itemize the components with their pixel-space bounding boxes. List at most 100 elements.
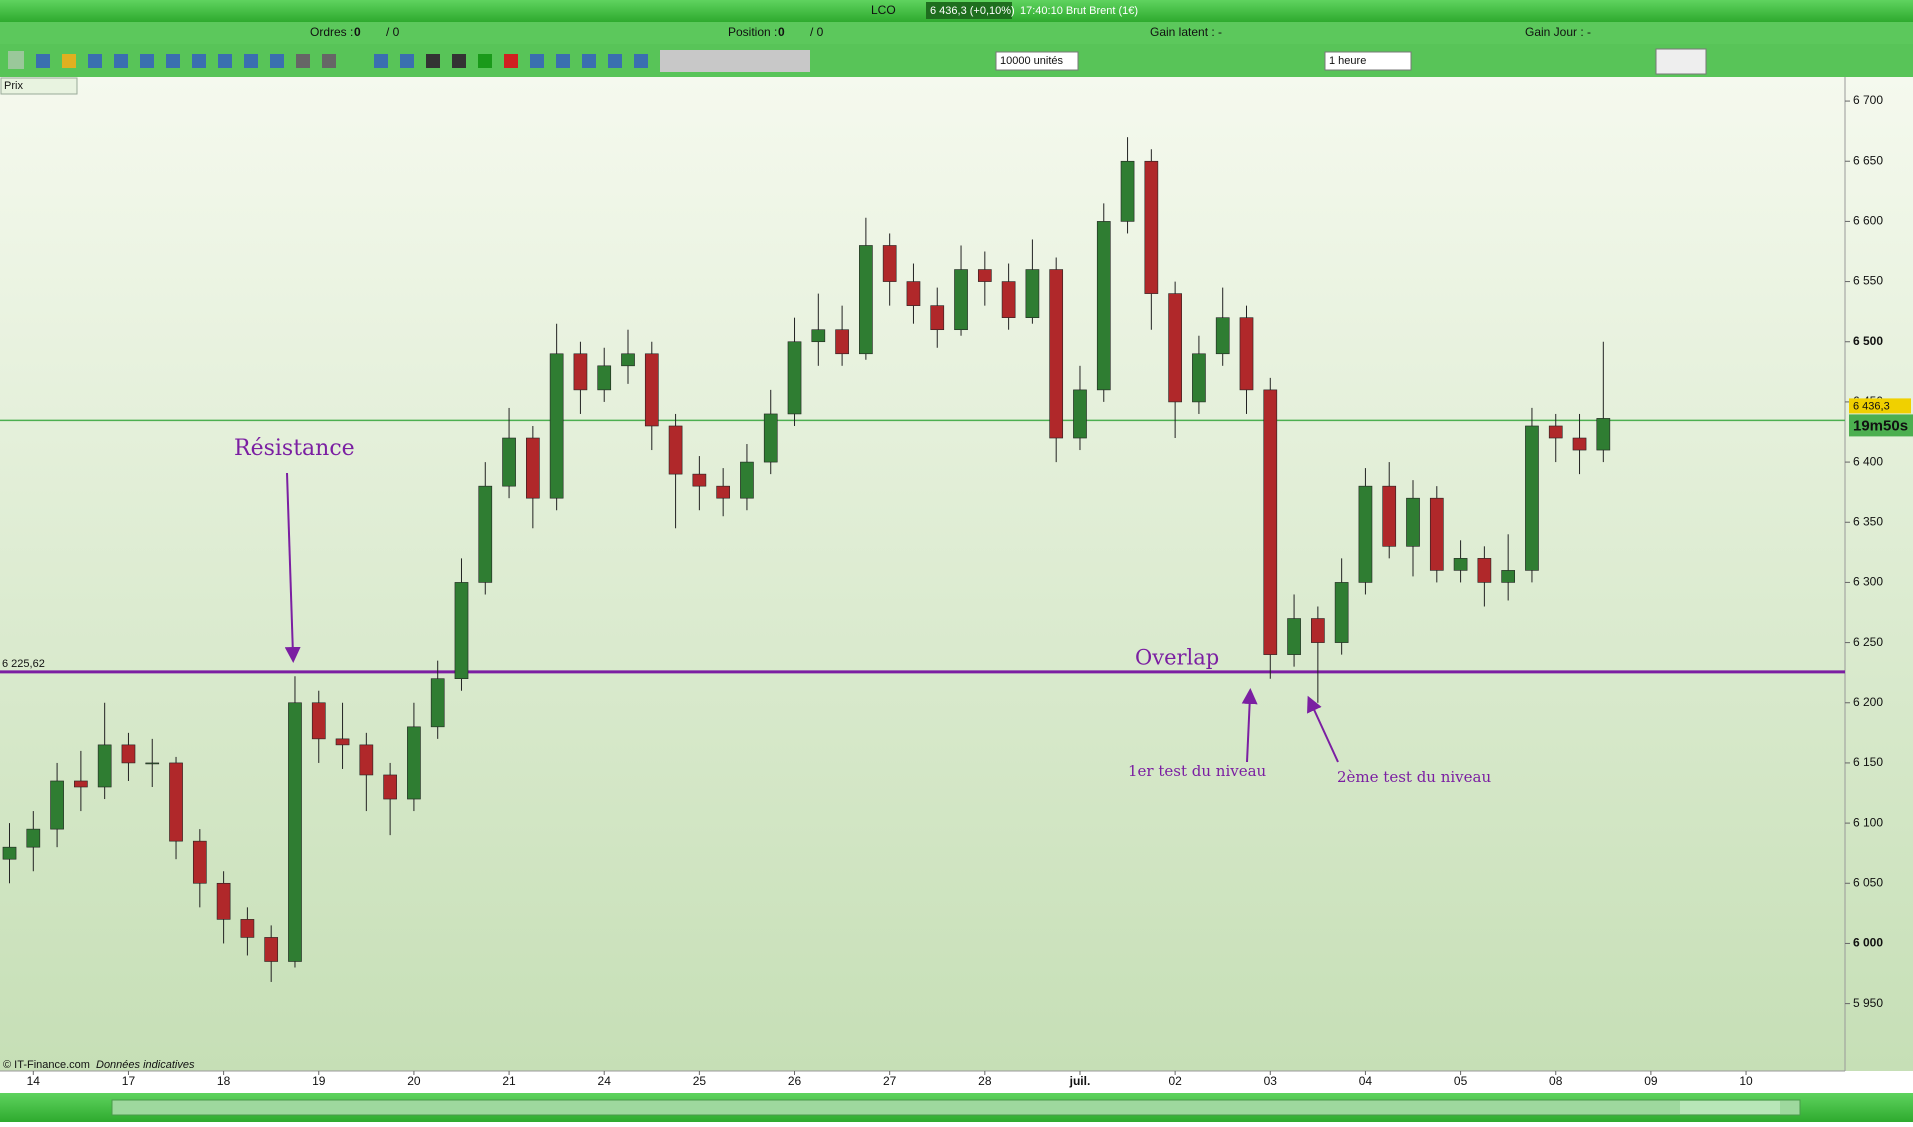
- quote: 6 436,3 (+0,10%): [930, 5, 1015, 17]
- gain-latent: Gain latent : -: [1150, 25, 1222, 39]
- candle-body: [264, 937, 279, 962]
- candle-body: [74, 780, 88, 788]
- x-tick-label: 26: [788, 1074, 802, 1088]
- candle-body: [1049, 269, 1064, 439]
- candle-body: [668, 425, 683, 475]
- chart-background: [0, 77, 1913, 1071]
- x-tick-label: 05: [1454, 1074, 1468, 1088]
- candle-body: [692, 473, 707, 487]
- candle-body: [930, 305, 945, 331]
- candle-body: [1406, 497, 1420, 547]
- y-tick-label: 6 500: [1853, 334, 1883, 348]
- position-total: / 0: [810, 25, 824, 39]
- x-tick-label: 24: [598, 1074, 612, 1088]
- orders-total: / 0: [386, 25, 400, 39]
- candle-body: [169, 762, 183, 842]
- symbol[interactable]: LCO: [871, 3, 896, 17]
- period: 1 heure: [1329, 55, 1366, 67]
- y-tick-label: 6 250: [1853, 635, 1883, 649]
- chart-type-button[interactable]: [1655, 48, 1707, 75]
- timer: 19m50s: [1853, 417, 1908, 434]
- candle-body: [716, 485, 730, 499]
- orders-value: 0: [354, 25, 361, 39]
- candle-body: [1334, 582, 1349, 643]
- candle-body: [50, 780, 64, 830]
- candle-body: [311, 702, 326, 740]
- candle-body: [97, 744, 112, 788]
- candle-body: [1096, 221, 1111, 391]
- panel-tab[interactable]: [0, 77, 78, 95]
- candle-body: [1144, 160, 1159, 294]
- candle-body: [1501, 570, 1516, 583]
- x-tick-label: 09: [1644, 1074, 1658, 1088]
- candle-body: [121, 744, 136, 764]
- candle-body: [1453, 558, 1468, 571]
- candle-body: [644, 353, 659, 427]
- copyright: © IT-Finance.com: [3, 1059, 90, 1071]
- scroll-thumb[interactable]: [1680, 1101, 1780, 1114]
- annotation: Overlap: [1135, 646, 1219, 670]
- quantity-select[interactable]: [995, 51, 1079, 71]
- candle-body: [1382, 485, 1397, 547]
- x-tick-label: 17: [122, 1074, 136, 1088]
- y-tick-label: 6 400: [1853, 454, 1883, 468]
- scrollbar[interactable]: [111, 1099, 1801, 1116]
- timer-tag: [1849, 414, 1913, 437]
- candle-body: [740, 461, 754, 499]
- candle-body: [763, 413, 778, 463]
- candle-body: [502, 437, 516, 487]
- x-tick-label: 27: [883, 1074, 897, 1088]
- status-bar: [0, 22, 1913, 44]
- candle-body: [1001, 281, 1016, 318]
- y-tick-label: 6 050: [1853, 875, 1883, 889]
- quote-box: [926, 2, 1012, 19]
- candle-body: [1572, 437, 1587, 451]
- candle-body: [192, 840, 207, 884]
- annotation: 1er test du niveau: [1128, 762, 1267, 780]
- y-tick-label: 6 200: [1853, 695, 1883, 709]
- candle-body: [1120, 160, 1135, 222]
- candle-body: [2, 846, 17, 860]
- candle-body: [597, 365, 612, 391]
- plot: 5 950 6 000 6 050 6 100 6 150 6 200 6 250 6 300…: [0, 93, 1913, 1088]
- annotation: Résistance: [234, 436, 355, 461]
- x-tick-label: 02: [1168, 1074, 1182, 1088]
- candle-body: [1192, 353, 1206, 403]
- candle-body: [359, 744, 374, 776]
- y-tick-label: 6 700: [1853, 93, 1883, 107]
- candle-body: [954, 269, 968, 331]
- drawing-tools: [8, 50, 810, 72]
- level-label: 6 225,62: [2, 658, 45, 670]
- x-tick-label: 04: [1359, 1074, 1373, 1088]
- position-label: Position :: [728, 25, 777, 39]
- period-select[interactable]: [1324, 51, 1412, 71]
- candle-body: [906, 281, 921, 306]
- candle-body: [430, 678, 445, 728]
- candle-body: [335, 738, 350, 746]
- gain-jour: Gain Jour : -: [1525, 25, 1591, 39]
- x-tick-label: 20: [407, 1074, 421, 1088]
- candle-body: [1025, 269, 1040, 318]
- note: Données indicatives: [96, 1059, 195, 1071]
- panel-label: Prix: [4, 80, 23, 92]
- candle-body: [1073, 389, 1087, 439]
- orders-label: Ordres :: [310, 25, 353, 39]
- candle-body: [549, 353, 564, 499]
- y-tick-label: 6 000: [1853, 936, 1883, 950]
- x-tick-label: juil.: [1069, 1074, 1091, 1088]
- candle-body: [26, 828, 41, 848]
- candle-body: [1429, 497, 1444, 571]
- candle-body: [573, 353, 588, 391]
- candle-body: [454, 582, 469, 679]
- x-tick-label: 14: [27, 1074, 41, 1088]
- candle-body: [288, 702, 302, 962]
- candle-body: [1215, 317, 1230, 355]
- candle-body: [859, 245, 873, 355]
- toolbar: [0, 44, 1913, 77]
- candle-body: [835, 329, 849, 355]
- arrow: [284, 472, 301, 663]
- candle-body: [407, 726, 421, 800]
- quantity: 10000 unités: [1000, 55, 1063, 67]
- candle-body: [977, 269, 992, 282]
